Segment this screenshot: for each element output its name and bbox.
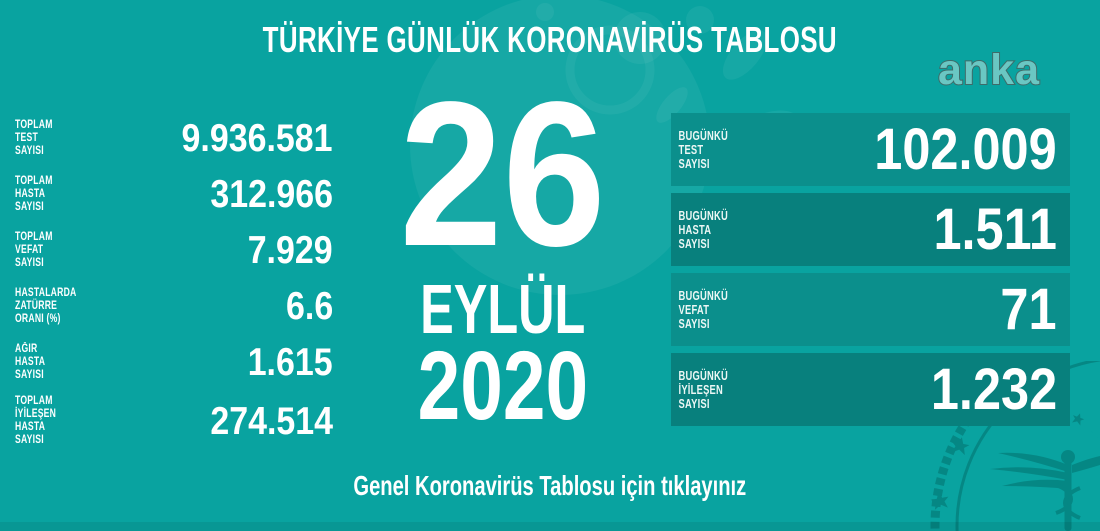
stat-row: AĞIR HASTA SAYISI 1.615 xyxy=(15,334,333,390)
general-table-link[interactable]: Genel Koronavirüs Tablosu için tıklayını… xyxy=(353,470,747,501)
stat-row: TOPLAM VEFAT SAYISI 7.929 xyxy=(15,222,333,278)
stat-label: TOPLAM İYİLEŞEN HASTA SAYISI xyxy=(15,395,57,446)
anka-logo: anka xyxy=(937,46,1041,94)
daily-card-value: 71 xyxy=(1000,276,1057,342)
date-day: 26 xyxy=(399,59,607,289)
stat-value: 274.514 xyxy=(210,399,333,443)
stat-value: 9.936.581 xyxy=(182,116,333,160)
bottom-accent-strip xyxy=(0,522,1100,531)
date-block: 26 EYLÜL 2020 xyxy=(385,0,621,531)
stat-row: TOPLAM İYİLEŞEN HASTA SAYISI 274.514 xyxy=(15,390,333,452)
date-year: 2020 xyxy=(417,331,589,440)
daily-card-label: BUGÜNKÜ TEST SAYISI xyxy=(678,128,728,171)
totals-panel: TOPLAM TEST SAYISI 9.936.581 TOPLAM HAST… xyxy=(15,110,333,452)
daily-card-value: 102.009 xyxy=(874,116,1057,182)
stat-label: TOPLAM VEFAT SAYISI xyxy=(15,230,53,269)
daily-card-iyilesen: BUGÜNKÜ İYİLEŞEN SAYISI 1.232 xyxy=(671,353,1070,426)
stat-row: TOPLAM HASTA SAYISI 312.966 xyxy=(15,166,333,222)
stat-label: TOPLAM TEST SAYISI xyxy=(15,118,53,157)
stat-row: TOPLAM TEST SAYISI 9.936.581 xyxy=(15,110,333,166)
stat-value: 7.929 xyxy=(248,228,333,272)
stat-label: HASTALARDA ZATÜRRE ORANI (%) xyxy=(15,286,77,325)
date-month: EYLÜL xyxy=(420,270,586,348)
stat-value: 6.6 xyxy=(285,284,333,328)
daily-card-value: 1.511 xyxy=(933,196,1057,262)
daily-card-label: BUGÜNKÜ VEFAT SAYISI xyxy=(678,288,728,331)
stat-row: HASTALARDA ZATÜRRE ORANI (%) 6.6 xyxy=(15,278,333,334)
page-title-text: TÜRKİYE GÜNLÜK KORONAVİRÜS TABLOSU xyxy=(262,19,838,60)
stat-label: TOPLAM HASTA SAYISI xyxy=(15,174,53,213)
stat-value: 312.966 xyxy=(210,172,333,216)
daily-card-label: BUGÜNKÜ İYİLEŞEN SAYISI xyxy=(678,368,728,411)
page-title: TÜRKİYE GÜNLÜK KORONAVİRÜS TABLOSU xyxy=(0,22,1100,58)
daily-panel: BUGÜNKÜ TEST SAYISI 102.009 BUGÜNKÜ HAST… xyxy=(671,113,1070,433)
daily-card-value: 1.232 xyxy=(930,356,1057,422)
stat-value: 1.615 xyxy=(248,340,333,384)
daily-card-label: BUGÜNKÜ HASTA SAYISI xyxy=(678,208,728,251)
stat-label: AĞIR HASTA SAYISI xyxy=(15,342,46,381)
daily-card-test: BUGÜNKÜ TEST SAYISI 102.009 xyxy=(671,113,1070,186)
daily-card-hasta: BUGÜNKÜ HASTA SAYISI 1.511 xyxy=(671,193,1070,266)
daily-card-vefat: BUGÜNKÜ VEFAT SAYISI 71 xyxy=(671,273,1070,346)
